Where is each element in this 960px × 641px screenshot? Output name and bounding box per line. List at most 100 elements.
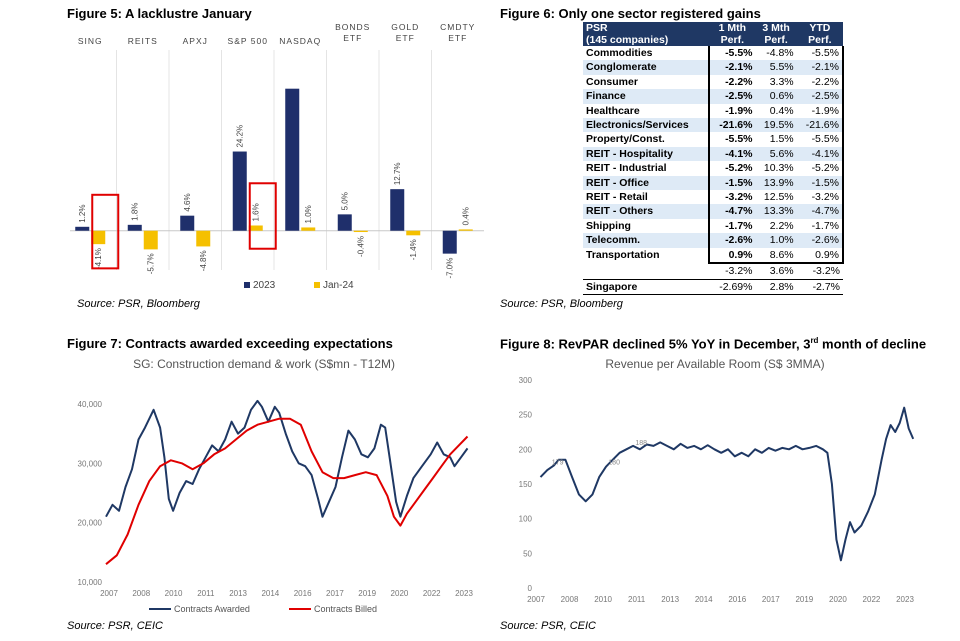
perf-ytd: -1.9% <box>796 103 845 119</box>
sector-name: Singapore <box>583 279 710 295</box>
x-tick-label: 2014 <box>261 589 279 598</box>
data-label: 1.8% <box>131 203 140 221</box>
y-tick-label: 0 <box>528 584 533 593</box>
x-tick-label: 2016 <box>728 595 746 604</box>
x-tick-label: 2020 <box>829 595 847 604</box>
highlight-box <box>248 182 277 250</box>
y-tick-label: 300 <box>519 376 533 385</box>
sector-name: Transportation <box>586 249 660 262</box>
perf-ytd: -2.5% <box>796 89 845 104</box>
bar-jan24 <box>248 225 263 231</box>
perf-ytd: -5.2% <box>796 161 845 176</box>
x-tick-label: 2010 <box>165 589 183 598</box>
fig6-title: Figure 6: Only one sector registered gai… <box>500 6 761 21</box>
legend-swatch <box>244 282 250 288</box>
y-tick-label: 40,000 <box>78 400 103 409</box>
sector-name: Conglomerate <box>583 60 710 75</box>
table-row: Transportation 0.9% 8.6% 0.9% <box>583 247 845 265</box>
bar-2023 <box>180 215 195 231</box>
data-label: -0.4% <box>357 236 366 257</box>
data-label: 5.0% <box>341 192 350 210</box>
bar-2023 <box>390 189 405 231</box>
legend-label: Contracts Awarded <box>174 604 250 614</box>
data-label: -4.8% <box>199 250 208 271</box>
x-tick-label: 2017 <box>762 595 780 604</box>
perf-3mth: 13.3% <box>755 204 797 219</box>
perf-ytd: -2.6% <box>796 233 845 248</box>
perf-ytd: -4.1% <box>796 146 845 162</box>
perf-3mth: 3.3% <box>769 75 794 88</box>
perf-1mth: -1.7% <box>708 218 756 234</box>
perf-ytd: -5.5% <box>796 46 845 61</box>
total-row: -3.2% 3.6% -3.2% <box>583 263 843 280</box>
fig6-sector-table: PSR (145 companies) 1 Mth Perf. 3 Mth Perf.… <box>583 22 845 295</box>
bar-jan24 <box>458 229 473 231</box>
category-label: ETF <box>343 33 362 43</box>
perf-ytd: -2.7% <box>796 279 843 295</box>
fig5-title: Figure 5: A lacklustre January <box>67 6 252 21</box>
category-label: NASDAQ <box>279 36 321 46</box>
perf-3mth: 1.0% <box>755 233 797 248</box>
sector-name: REIT - Retail <box>586 191 648 204</box>
sector-name: Electronics/Services <box>583 118 710 133</box>
y-tick-label: 50 <box>523 549 532 558</box>
category-label: CMDTY <box>440 22 475 32</box>
perf-ytd: -3.2% <box>796 190 845 205</box>
fig8-title: Figure 8: RevPAR declined 5% YoY in Dece… <box>500 336 927 352</box>
sector-name: Shipping <box>586 219 631 232</box>
perf-1mth: -2.5% <box>708 89 756 104</box>
perf-1mth: -5.2% <box>708 161 756 176</box>
perf-1mth: -4.7% <box>708 204 756 219</box>
y-tick-label: 100 <box>519 515 533 524</box>
bar-jan24 <box>143 230 158 250</box>
table-row: Conglomerate -2.1% 5.5% -2.1% <box>583 60 845 75</box>
x-tick-label: 2017 <box>326 589 344 598</box>
perf-ytd: -3.2% <box>796 263 843 280</box>
x-tick-label: 2023 <box>896 595 914 604</box>
y-tick-label: 250 <box>519 411 533 420</box>
perf-3mth: 10.3% <box>763 162 794 175</box>
bar-2023 <box>75 226 90 231</box>
perf-1mth: -3.2% <box>708 190 756 205</box>
bar-2023 <box>127 224 142 231</box>
category-label: S&P 500 <box>228 36 268 46</box>
perf-1mth: -2.1% <box>708 60 756 75</box>
annotation: 179 <box>552 460 564 467</box>
data-label: 1.0% <box>304 205 313 223</box>
data-label: 0.4% <box>462 207 471 225</box>
table-row: REIT - Others -4.7% 13.3% -4.7% <box>583 204 845 219</box>
x-tick-label: 2014 <box>695 595 713 604</box>
bar-2023 <box>442 230 457 254</box>
perf-1mth: -5.5% <box>708 46 756 61</box>
sector-name: Healthcare <box>586 104 640 117</box>
data-label: 43.4% <box>288 62 297 85</box>
category-label: ETF <box>396 33 415 43</box>
perf-3mth: 1.5% <box>769 133 794 146</box>
data-label: 12.7% <box>393 162 402 185</box>
sector-name: REIT - Industrial <box>586 162 667 175</box>
fig8-chart: Revenue per Available Room (S$ 3MMA) 0 50 1… <box>519 357 915 604</box>
fig5-source: Source: PSR, Bloomberg <box>77 298 200 310</box>
bar-2023 <box>337 214 352 231</box>
perf-ytd: -5.5% <box>796 132 845 147</box>
category-label: APXJ <box>183 36 208 46</box>
x-tick-label: 2016 <box>294 589 312 598</box>
x-tick-label: 2023 <box>455 589 473 598</box>
x-tick-label: 2011 <box>197 589 215 598</box>
bar-jan24 <box>353 230 368 233</box>
header-1mth: 1 Mth Perf. <box>709 22 756 46</box>
table-row: Property/Const. -5.5% 1.5% -5.5% <box>583 132 845 147</box>
x-tick-label: 2007 <box>527 595 545 604</box>
bar-jan24 <box>196 230 211 247</box>
category-label: BONDS <box>335 22 370 32</box>
perf-3mth: 2.2% <box>769 219 794 232</box>
sector-name: REIT - Hospitality <box>583 146 710 162</box>
bar-jan24 <box>406 230 421 236</box>
series-line <box>539 406 915 562</box>
perf-3mth: 5.5% <box>755 60 797 75</box>
x-tick-label: 2007 <box>100 589 118 598</box>
sector-name: Consumer <box>586 75 638 88</box>
table-row: Electronics/Services -21.6% 19.5% -21.6% <box>583 118 845 133</box>
perf-3mth: 13.9% <box>755 175 797 191</box>
perf-3mth: 2.8% <box>755 279 797 295</box>
